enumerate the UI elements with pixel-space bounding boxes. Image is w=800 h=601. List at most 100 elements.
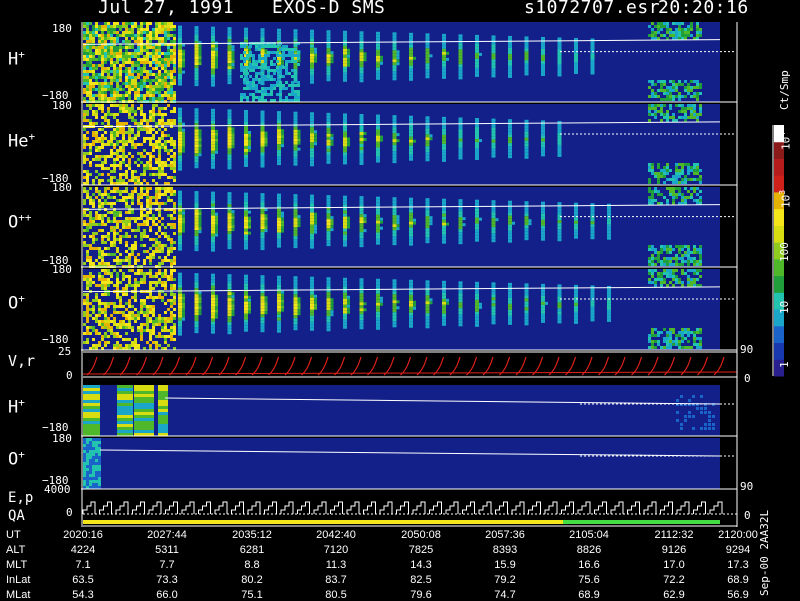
small-o-panel (83, 438, 734, 489)
ep-step-mark (232, 502, 244, 514)
ep-step-mark (100, 502, 112, 514)
ion-panel-3 (83, 269, 734, 350)
row-label-ut: UT (6, 529, 21, 541)
panel3-ytop: 180 (52, 263, 72, 276)
cell-mlat-4: 79.6 (399, 589, 443, 601)
colorbar-unit: Ct/Smp (778, 24, 791, 64)
cell-mlat-7: 62.9 (652, 589, 696, 601)
qa-label: QA (8, 508, 25, 524)
vr-label: V,r (8, 352, 35, 370)
vr-sawtooth-mark (120, 357, 130, 375)
cell-ut-2: 2035:12 (230, 529, 274, 541)
cell-mlt-5: 15.9 (483, 559, 527, 571)
cell-inlat-4: 82.5 (399, 574, 443, 586)
cell-alt-3: 7120 (314, 544, 358, 556)
vr-sawtooth-mark (335, 357, 345, 375)
cell-mlat-1: 66.0 (145, 589, 189, 601)
ep-step-mark (215, 502, 227, 514)
colorbar-swatch-2 (774, 326, 784, 343)
cell-inlat-7: 72.2 (652, 574, 696, 586)
vr-sawtooth-mark (170, 357, 180, 375)
ep-step-mark (430, 502, 442, 514)
row-label-mlat: MLat (6, 589, 30, 601)
cell-mlt-6: 16.6 (567, 559, 611, 571)
header-file: s1072707.esr (524, 0, 660, 18)
ep-step-mark (578, 502, 590, 514)
cell-mlat-0: 54.3 (61, 589, 105, 601)
ep-step-mark (199, 502, 211, 514)
vr-sawtooth-mark (137, 357, 147, 375)
vr-sawtooth-mark (203, 357, 213, 375)
ep-step-mark (314, 502, 326, 514)
ep-step-mark (413, 502, 425, 514)
vr-sawtooth-mark (186, 357, 196, 375)
colorbar-tick-1: 1 (778, 361, 791, 368)
cell-alt-0: 4224 (61, 544, 105, 556)
cell-ut-3: 2042:40 (314, 529, 358, 541)
panel-label-h-plus: H+ (8, 48, 25, 70)
cell-mlat-2: 75.1 (230, 589, 274, 601)
cell-inlat-3: 83.7 (314, 574, 358, 586)
ep-step-mark (595, 502, 607, 514)
header-time: 20:20:16 (658, 0, 749, 18)
cell-ut-7: 2112:32 (652, 529, 696, 541)
ep-step-mark (694, 502, 706, 514)
panel2-ytop: 180 (52, 181, 72, 194)
ep-step-mark (529, 502, 541, 514)
ep-step-mark (380, 502, 392, 514)
vr-sawtooth-mark (434, 357, 444, 375)
cell-mlat-3: 80.5 (314, 589, 358, 601)
vr-right-bottom: 0 (744, 372, 751, 385)
cell-ut-0: 2020:16 (61, 529, 105, 541)
colorbar-swatch-8 (774, 225, 784, 242)
ep-ymid: 0 (66, 506, 73, 519)
vr-sawtooth-mark (302, 357, 312, 375)
cell-ut-4: 2050:08 (399, 529, 443, 541)
ep-step-mark (463, 502, 475, 514)
cell-mlt-3: 11.3 (314, 559, 358, 571)
ep-step-mark (446, 502, 458, 514)
cell-inlat-8: 68.9 (716, 574, 760, 586)
ep-step-mark (182, 502, 194, 514)
row-label-inlat: InLat (6, 574, 30, 586)
vr-sawtooth-mark (450, 357, 460, 375)
vr-ytop: 25 (58, 345, 71, 358)
ep-step-mark (133, 502, 145, 514)
cell-inlat-6: 75.6 (567, 574, 611, 586)
colorbar-swatch-9 (774, 209, 784, 226)
cell-mlt-1: 7.7 (145, 559, 189, 571)
ep-step-mark (562, 502, 574, 514)
ep-step-mark (710, 502, 722, 514)
ep-step-mark (644, 502, 656, 514)
row-label-alt: ALT (6, 544, 25, 556)
ep-step-mark (298, 502, 310, 514)
cell-alt-1: 5311 (145, 544, 189, 556)
small1-right-bottom: 90 (740, 480, 753, 493)
vr-sawtooth-mark (318, 357, 328, 375)
ep-step-mark (628, 502, 640, 514)
colorbar-tick-1e3: 103 (778, 190, 793, 208)
cell-mlt-4: 14.3 (399, 559, 443, 571)
small-panel-label-o-plus: O+ (8, 448, 25, 470)
vr-sawtooth-mark (252, 357, 262, 375)
cell-mlat-8: 56.9 (716, 589, 760, 601)
vr-sawtooth-mark (285, 357, 295, 375)
colorbar-swatch-5 (774, 276, 784, 293)
vr-sawtooth-mark (467, 357, 477, 375)
ep-qa-panel (83, 502, 737, 526)
cell-inlat-2: 80.2 (230, 574, 274, 586)
ep-step-mark (397, 502, 409, 514)
cell-alt-7: 9126 (652, 544, 696, 556)
ion-panel-1 (83, 104, 734, 185)
panel0-ytop: 180 (52, 22, 72, 35)
header-instrument: EXOS-D SMS (272, 0, 385, 18)
cell-alt-5: 8393 (483, 544, 527, 556)
ep-step-mark (265, 502, 277, 514)
ep-step-mark (545, 502, 557, 514)
ep-step-mark (116, 502, 128, 514)
panel-label-he-plus: He+ (8, 130, 35, 152)
small1-ytop: 180 (52, 432, 72, 445)
vr-sawtooth-mark (87, 357, 97, 375)
vr-right-top: 90 (740, 343, 753, 356)
cell-ut-8: 2120:00 (716, 529, 760, 541)
